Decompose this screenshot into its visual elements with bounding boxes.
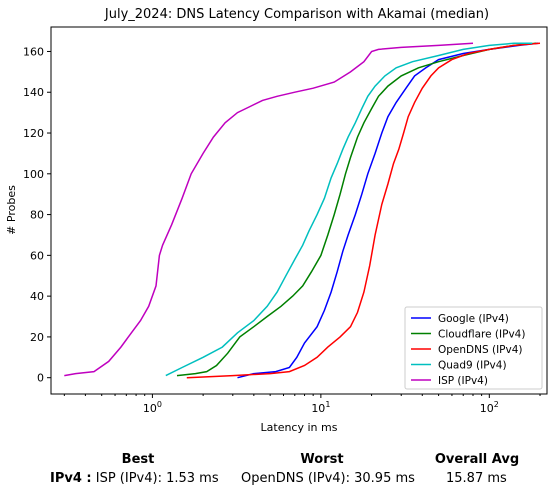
worst-header: Worst [300,452,344,467]
y-tick-label: 140 [23,86,44,99]
overall-avg-header: Overall Avg [434,452,520,467]
chart-title: July_2024: DNS Latency Comparison with A… [104,7,489,22]
ipv4-row-label: IPv4 : [50,471,92,486]
y-tick-label: 160 [23,45,44,58]
best-value: ISP (IPv4): 1.53 ms [95,471,219,486]
series-line-3 [165,42,533,377]
series-line-1 [176,42,537,377]
y-tick-label: 100 [23,168,44,181]
y-tick-label: 20 [30,331,44,344]
y-axis-label: # Probes [5,185,18,235]
y-tick-label: 40 [30,290,44,303]
y-tick-label: 120 [23,127,44,140]
x-tick-label: 100 [143,400,162,415]
legend-box [404,306,543,390]
x-axis-label: Latency in ms [261,421,338,434]
y-tick-label: 80 [30,209,44,222]
y-tick-label: 0 [37,372,44,385]
series-line-4 [64,42,474,377]
latency-chart: July_2024: DNS Latency Comparison with A… [5,7,548,434]
x-tick-label: 102 [480,400,499,415]
series-line-2 [186,42,541,379]
legend-label: Quad9 (IPv4) [438,360,507,372]
y-tick-label: 60 [30,249,44,262]
legend-label: Google (IPv4) [438,313,509,325]
legend-label: ISP (IPv4) [438,375,488,387]
legend-label: OpenDNS (IPv4) [438,344,523,356]
summary-table: Best Worst Overall Avg IPv4 : ISP (IPv4)… [0,448,555,496]
worst-value: OpenDNS (IPv4): 30.95 ms [241,471,415,486]
x-tick-label: 101 [311,400,330,415]
legend: Google (IPv4) Cloudflare (IPv4) OpenDNS (I… [404,306,543,390]
overall-avg-value: 15.87 ms [446,471,507,486]
best-header: Best [121,452,155,467]
legend-label: Cloudflare (IPv4) [438,329,525,341]
plot-frame [50,26,548,395]
